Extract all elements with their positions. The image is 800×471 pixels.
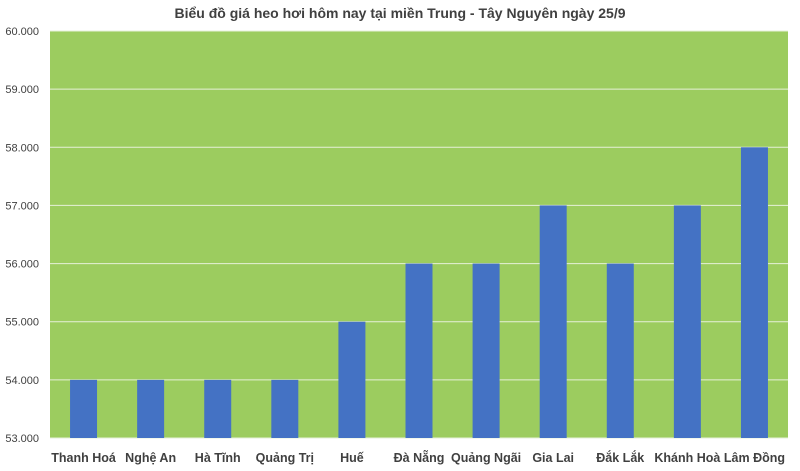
x-category-label: Quảng Trị (256, 451, 314, 465)
x-category-label: Quảng Ngãi (451, 451, 521, 465)
x-category-label: Gia Lai (532, 451, 574, 465)
x-category-label: Đắk Lắk (596, 450, 644, 465)
x-category-label: Đà Nẵng (394, 450, 445, 465)
bar (204, 379, 232, 438)
bar (137, 379, 165, 438)
bar (70, 379, 98, 438)
y-tick-label: 55.000 (5, 317, 39, 329)
x-category-label: Nghệ An (125, 451, 176, 465)
y-tick-label: 54.000 (5, 375, 39, 387)
bar (338, 321, 366, 438)
y-tick-label: 56.000 (5, 259, 39, 271)
bar (271, 379, 299, 438)
x-category-label: Thanh Hoá (51, 451, 116, 465)
x-category-label: Lâm Đồng (724, 451, 785, 465)
x-category-label: Hà Tĩnh (195, 451, 241, 465)
bar (606, 263, 634, 438)
x-category-label: Khánh Hoà (654, 451, 720, 465)
y-tick-label: 58.000 (5, 142, 39, 154)
bar (673, 205, 701, 438)
x-category-label: Huế (340, 451, 364, 465)
bar (740, 147, 768, 439)
y-tick-label: 57.000 (5, 200, 39, 212)
y-tick-label: 59.000 (5, 84, 39, 96)
y-tick-label: 53.000 (5, 433, 39, 445)
bar (539, 205, 567, 438)
bar (472, 263, 500, 438)
bar (405, 263, 433, 438)
chart-title: Biểu đồ giá heo hơi hôm nay tại miền Tru… (174, 5, 625, 21)
y-tick-label: 60.000 (5, 26, 39, 38)
